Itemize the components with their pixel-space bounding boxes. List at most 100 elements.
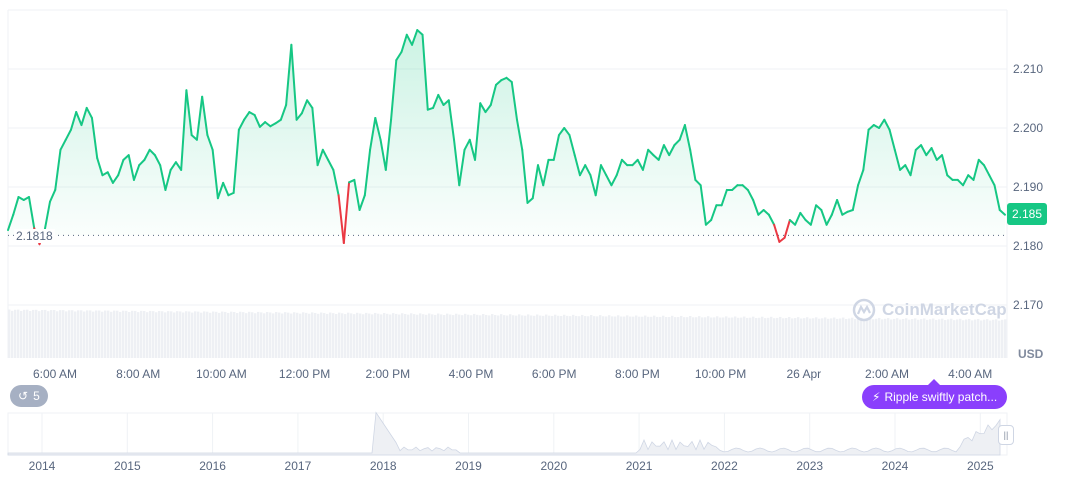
volume-bar xyxy=(95,310,98,358)
volume-bar xyxy=(386,313,389,358)
volume-bar xyxy=(665,316,668,358)
price-segment xyxy=(893,148,902,171)
volume-bar xyxy=(302,312,305,358)
price-segment xyxy=(59,138,67,151)
volume-bar xyxy=(164,312,167,358)
volume-bar xyxy=(377,313,380,358)
volume-bar xyxy=(602,316,605,358)
volume-bar xyxy=(485,314,488,358)
price-segment xyxy=(563,127,571,137)
price-segment xyxy=(662,144,671,157)
volume-bar xyxy=(929,319,932,358)
price-segment xyxy=(652,154,660,161)
volume-bar xyxy=(113,310,116,358)
volume-bar xyxy=(989,320,992,358)
volume-bar xyxy=(614,316,617,358)
price-segment xyxy=(925,147,933,157)
volume-bar xyxy=(137,312,140,358)
volume-bar xyxy=(860,317,863,358)
price-segment xyxy=(862,128,870,171)
volume-bar xyxy=(842,317,845,358)
volume-bar xyxy=(161,311,164,358)
volume-bar xyxy=(803,318,806,358)
volume-bar xyxy=(839,318,842,358)
volume-bar xyxy=(383,313,386,358)
price-segment xyxy=(106,171,114,184)
price-segment xyxy=(578,164,587,177)
volume-bar xyxy=(233,312,236,358)
volume-bar xyxy=(776,317,779,358)
volume-bar xyxy=(350,313,353,358)
volume-bar xyxy=(128,311,131,358)
y-tick-label: 2.190 xyxy=(1013,180,1043,194)
volume-bar xyxy=(479,315,482,358)
volume-bar xyxy=(401,313,404,358)
price-segment xyxy=(631,158,639,167)
volume-bar xyxy=(167,311,170,358)
price-segment xyxy=(589,174,597,197)
price-segment xyxy=(85,106,93,119)
volume-bar xyxy=(47,311,50,358)
volume-bar xyxy=(968,318,971,358)
volume-bar xyxy=(746,317,749,358)
volume-bar xyxy=(296,312,299,358)
volume-bar xyxy=(575,315,578,358)
volume-bar xyxy=(938,319,941,358)
volume-bar xyxy=(959,318,962,358)
news-pill[interactable]: ⚡︎ Ripple swiftly patch... xyxy=(862,385,1008,409)
price-segment xyxy=(306,99,314,109)
volume-bar xyxy=(242,312,245,358)
volume-bar xyxy=(221,311,224,358)
volume-bar xyxy=(38,311,41,358)
volume-bar xyxy=(380,314,383,358)
volume-bar xyxy=(980,320,983,358)
price-segment xyxy=(468,138,477,161)
volume-bar xyxy=(239,311,242,358)
price-segment xyxy=(321,148,330,161)
volume-bar xyxy=(185,311,188,358)
volume-bar xyxy=(275,312,278,358)
y-tick-label: 2.170 xyxy=(1013,298,1043,312)
volume-bar xyxy=(59,310,62,358)
volume-bar xyxy=(905,318,908,358)
price-segment xyxy=(673,138,681,147)
navigator-handle[interactable]: || xyxy=(998,425,1014,445)
price-segment xyxy=(180,89,188,171)
price-segment xyxy=(998,209,1006,216)
volume-bar xyxy=(326,313,329,358)
x-tick-label: 2:00 PM xyxy=(365,367,410,381)
volume-bar xyxy=(290,313,293,358)
price-segment xyxy=(90,116,99,160)
volume-bar xyxy=(293,312,296,358)
volume-bar xyxy=(521,315,524,358)
volume-bar xyxy=(308,313,311,358)
current-price-badge: 2.185 xyxy=(1007,203,1047,225)
x-tick-label: 12:00 PM xyxy=(279,367,330,381)
volume-bar xyxy=(272,313,275,358)
volume-bar xyxy=(245,313,248,358)
price-segment xyxy=(757,209,765,216)
volume-bar xyxy=(155,312,158,358)
price-segment xyxy=(930,147,938,161)
price-segment xyxy=(941,154,949,177)
volume-bar xyxy=(362,314,365,358)
volume-bar xyxy=(218,312,221,358)
volume-bar xyxy=(686,317,689,358)
volume-bar xyxy=(677,317,680,358)
volume-bar xyxy=(539,315,542,358)
volume-bar xyxy=(407,314,410,358)
history-button[interactable]: ↺ 5 xyxy=(10,385,48,407)
volume-bar xyxy=(410,313,413,358)
volume-bar xyxy=(554,314,557,358)
coinmarketcap-logo-icon xyxy=(852,298,876,322)
volume-bar xyxy=(467,314,470,358)
price-segment xyxy=(857,168,865,187)
volume-bar xyxy=(92,311,95,358)
volume-bar xyxy=(56,311,59,358)
volume-bar xyxy=(536,314,539,358)
price-segment xyxy=(778,236,786,243)
volume-bar xyxy=(992,319,995,358)
price-segment xyxy=(437,93,445,106)
